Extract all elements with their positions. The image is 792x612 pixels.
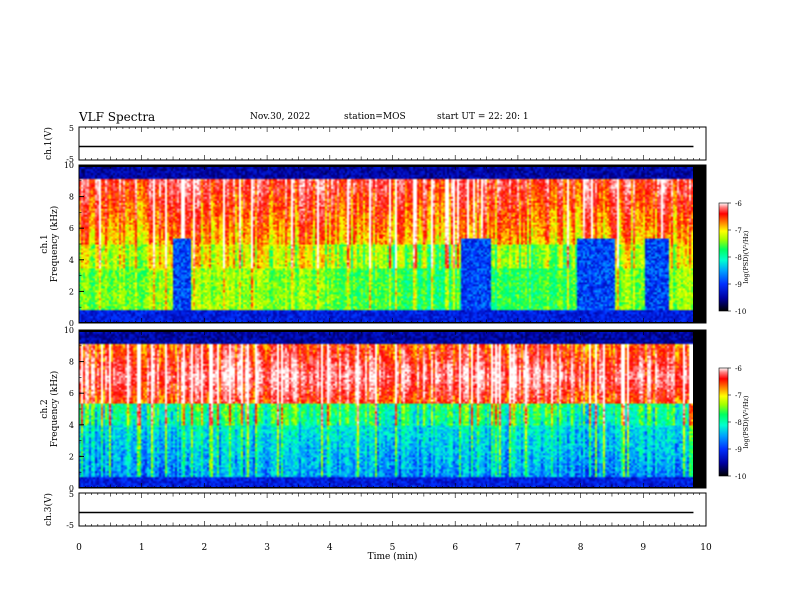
colorbar-tick-label: -10 [735, 473, 746, 481]
colorbar-tick-label: -9 [735, 446, 742, 454]
x-tick-label: 5 [390, 543, 396, 553]
header-start-time: start UT = 22: 20: 1 [437, 112, 529, 122]
y-tick-label: 4 [69, 256, 74, 265]
y-tick-label: 2 [69, 452, 74, 461]
x-tick-label: 6 [452, 543, 458, 553]
x-tick-label: 7 [515, 543, 521, 553]
panel-bg-0 [79, 127, 706, 160]
header-station: station=MOS [344, 112, 406, 122]
colorbar-tick-label: -8 [735, 419, 742, 427]
y-axis-label: ch.1(V) [43, 127, 54, 160]
panel-bg-3 [79, 493, 706, 526]
colorbar-tick-label: -8 [735, 254, 742, 262]
y-tick-label: 8 [69, 193, 74, 202]
ch1-colorbar [718, 202, 729, 312]
y-tick-label: 8 [69, 358, 74, 367]
x-tick-label: 8 [578, 543, 584, 553]
chart-title: VLF Spectra [79, 110, 156, 124]
colorbar-tick-label: -9 [735, 281, 742, 289]
colorbar-ticks: -6 -7 -8 -9 -10 log(PSD)(V²/Hz) -6 -7 -8 -9 -10 log… [728, 200, 750, 481]
ch1-spectrogram-image [79, 167, 693, 322]
x-tick-label: 9 [640, 543, 646, 553]
y-tick-label: 6 [69, 389, 74, 398]
y-tick-label: 10 [64, 161, 74, 170]
x-tick-label: 0 [76, 543, 82, 553]
header-date: Nov.30, 2022 [250, 112, 311, 122]
y-axis-label: Frequency (kHz) [49, 371, 60, 448]
colorbar-label: log(PSD)(V²/Hz) [742, 230, 750, 283]
y-tick-label: 5 [69, 124, 74, 133]
y-axis-label: ch.3(V) [43, 493, 54, 526]
colorbar-tick-label: -6 [735, 200, 742, 208]
ch2-spectrogram-image [79, 332, 693, 487]
y-tick-label: 4 [69, 421, 74, 430]
ch2-colorbar [718, 367, 729, 477]
y-tick-label: 0 [69, 484, 74, 493]
y-tick-label: 0 [69, 319, 74, 328]
x-axis-label: Time (min) [368, 551, 418, 562]
y-tick-label: 5 [69, 490, 74, 499]
y-axis-channel-label: ch.2 [40, 399, 50, 418]
y-tick-label: 2 [69, 287, 74, 296]
x-tick-label: 10 [700, 543, 712, 553]
x-tick-label: 1 [139, 543, 145, 553]
colorbar-label: log(PSD)(V²/Hz) [742, 395, 750, 448]
colorbar-tick-label: -6 [735, 365, 742, 373]
colorbar-tick-label: -7 [735, 227, 742, 235]
y-axis-label: Frequency (kHz) [49, 206, 60, 283]
colorbar-tick-label: -10 [735, 308, 746, 316]
y-tick-label: 6 [69, 224, 74, 233]
y-tick-label: 10 [64, 326, 74, 335]
x-tick-label: 2 [202, 543, 208, 553]
x-tick-label: 4 [327, 543, 333, 553]
x-tick-label: 3 [264, 543, 270, 553]
y-axis-channel-label: ch.1 [40, 234, 50, 253]
y-tick-label: -5 [66, 155, 74, 164]
y-tick-label: -5 [66, 521, 74, 530]
colorbar-tick-label: -7 [735, 392, 742, 400]
